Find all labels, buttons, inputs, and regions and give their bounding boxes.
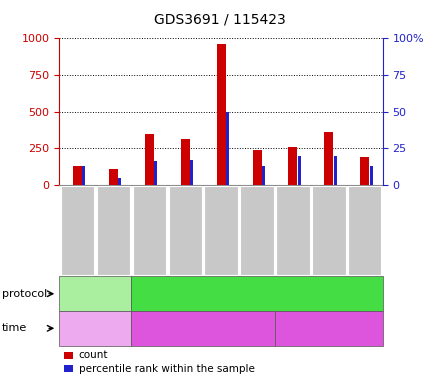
Bar [190, 160, 193, 185]
Text: time: time [2, 323, 27, 333]
Bar [145, 134, 154, 185]
Bar [226, 112, 229, 185]
Text: GSM266998: GSM266998 [145, 204, 154, 257]
Text: GSM266996: GSM266996 [73, 204, 82, 257]
Bar [324, 132, 334, 185]
Bar [216, 44, 226, 185]
Bar [360, 157, 369, 185]
Text: olive oil consumption: olive oil consumption [201, 289, 313, 299]
Bar [118, 177, 121, 185]
Text: count: count [79, 350, 108, 360]
Bar [154, 161, 157, 185]
Text: control: control [77, 323, 114, 333]
Text: 3 weeks: 3 weeks [308, 323, 350, 333]
Text: GSM266999: GSM266999 [181, 205, 190, 257]
Bar [289, 147, 297, 185]
Bar [253, 150, 261, 185]
Bar [298, 156, 301, 185]
Bar [334, 156, 337, 185]
Text: GDS3691 / 115423: GDS3691 / 115423 [154, 13, 286, 27]
Text: GSM266997: GSM266997 [109, 204, 118, 257]
Bar [82, 166, 85, 185]
Bar [109, 169, 118, 185]
Bar [370, 166, 373, 185]
Bar [262, 166, 265, 185]
Text: percentile rank within the sample: percentile rank within the sample [79, 364, 255, 374]
Text: baseline: baseline [73, 289, 117, 299]
Bar [73, 166, 82, 185]
Text: GSM267001: GSM267001 [253, 204, 261, 257]
Text: GSM267002: GSM267002 [289, 204, 297, 257]
Text: protocol: protocol [2, 289, 48, 299]
Text: GSM267003: GSM267003 [324, 204, 334, 257]
Text: GSM267004: GSM267004 [360, 204, 369, 257]
Text: 6 hours: 6 hours [183, 323, 223, 333]
Bar [181, 139, 190, 185]
Text: GSM267000: GSM267000 [216, 204, 226, 257]
